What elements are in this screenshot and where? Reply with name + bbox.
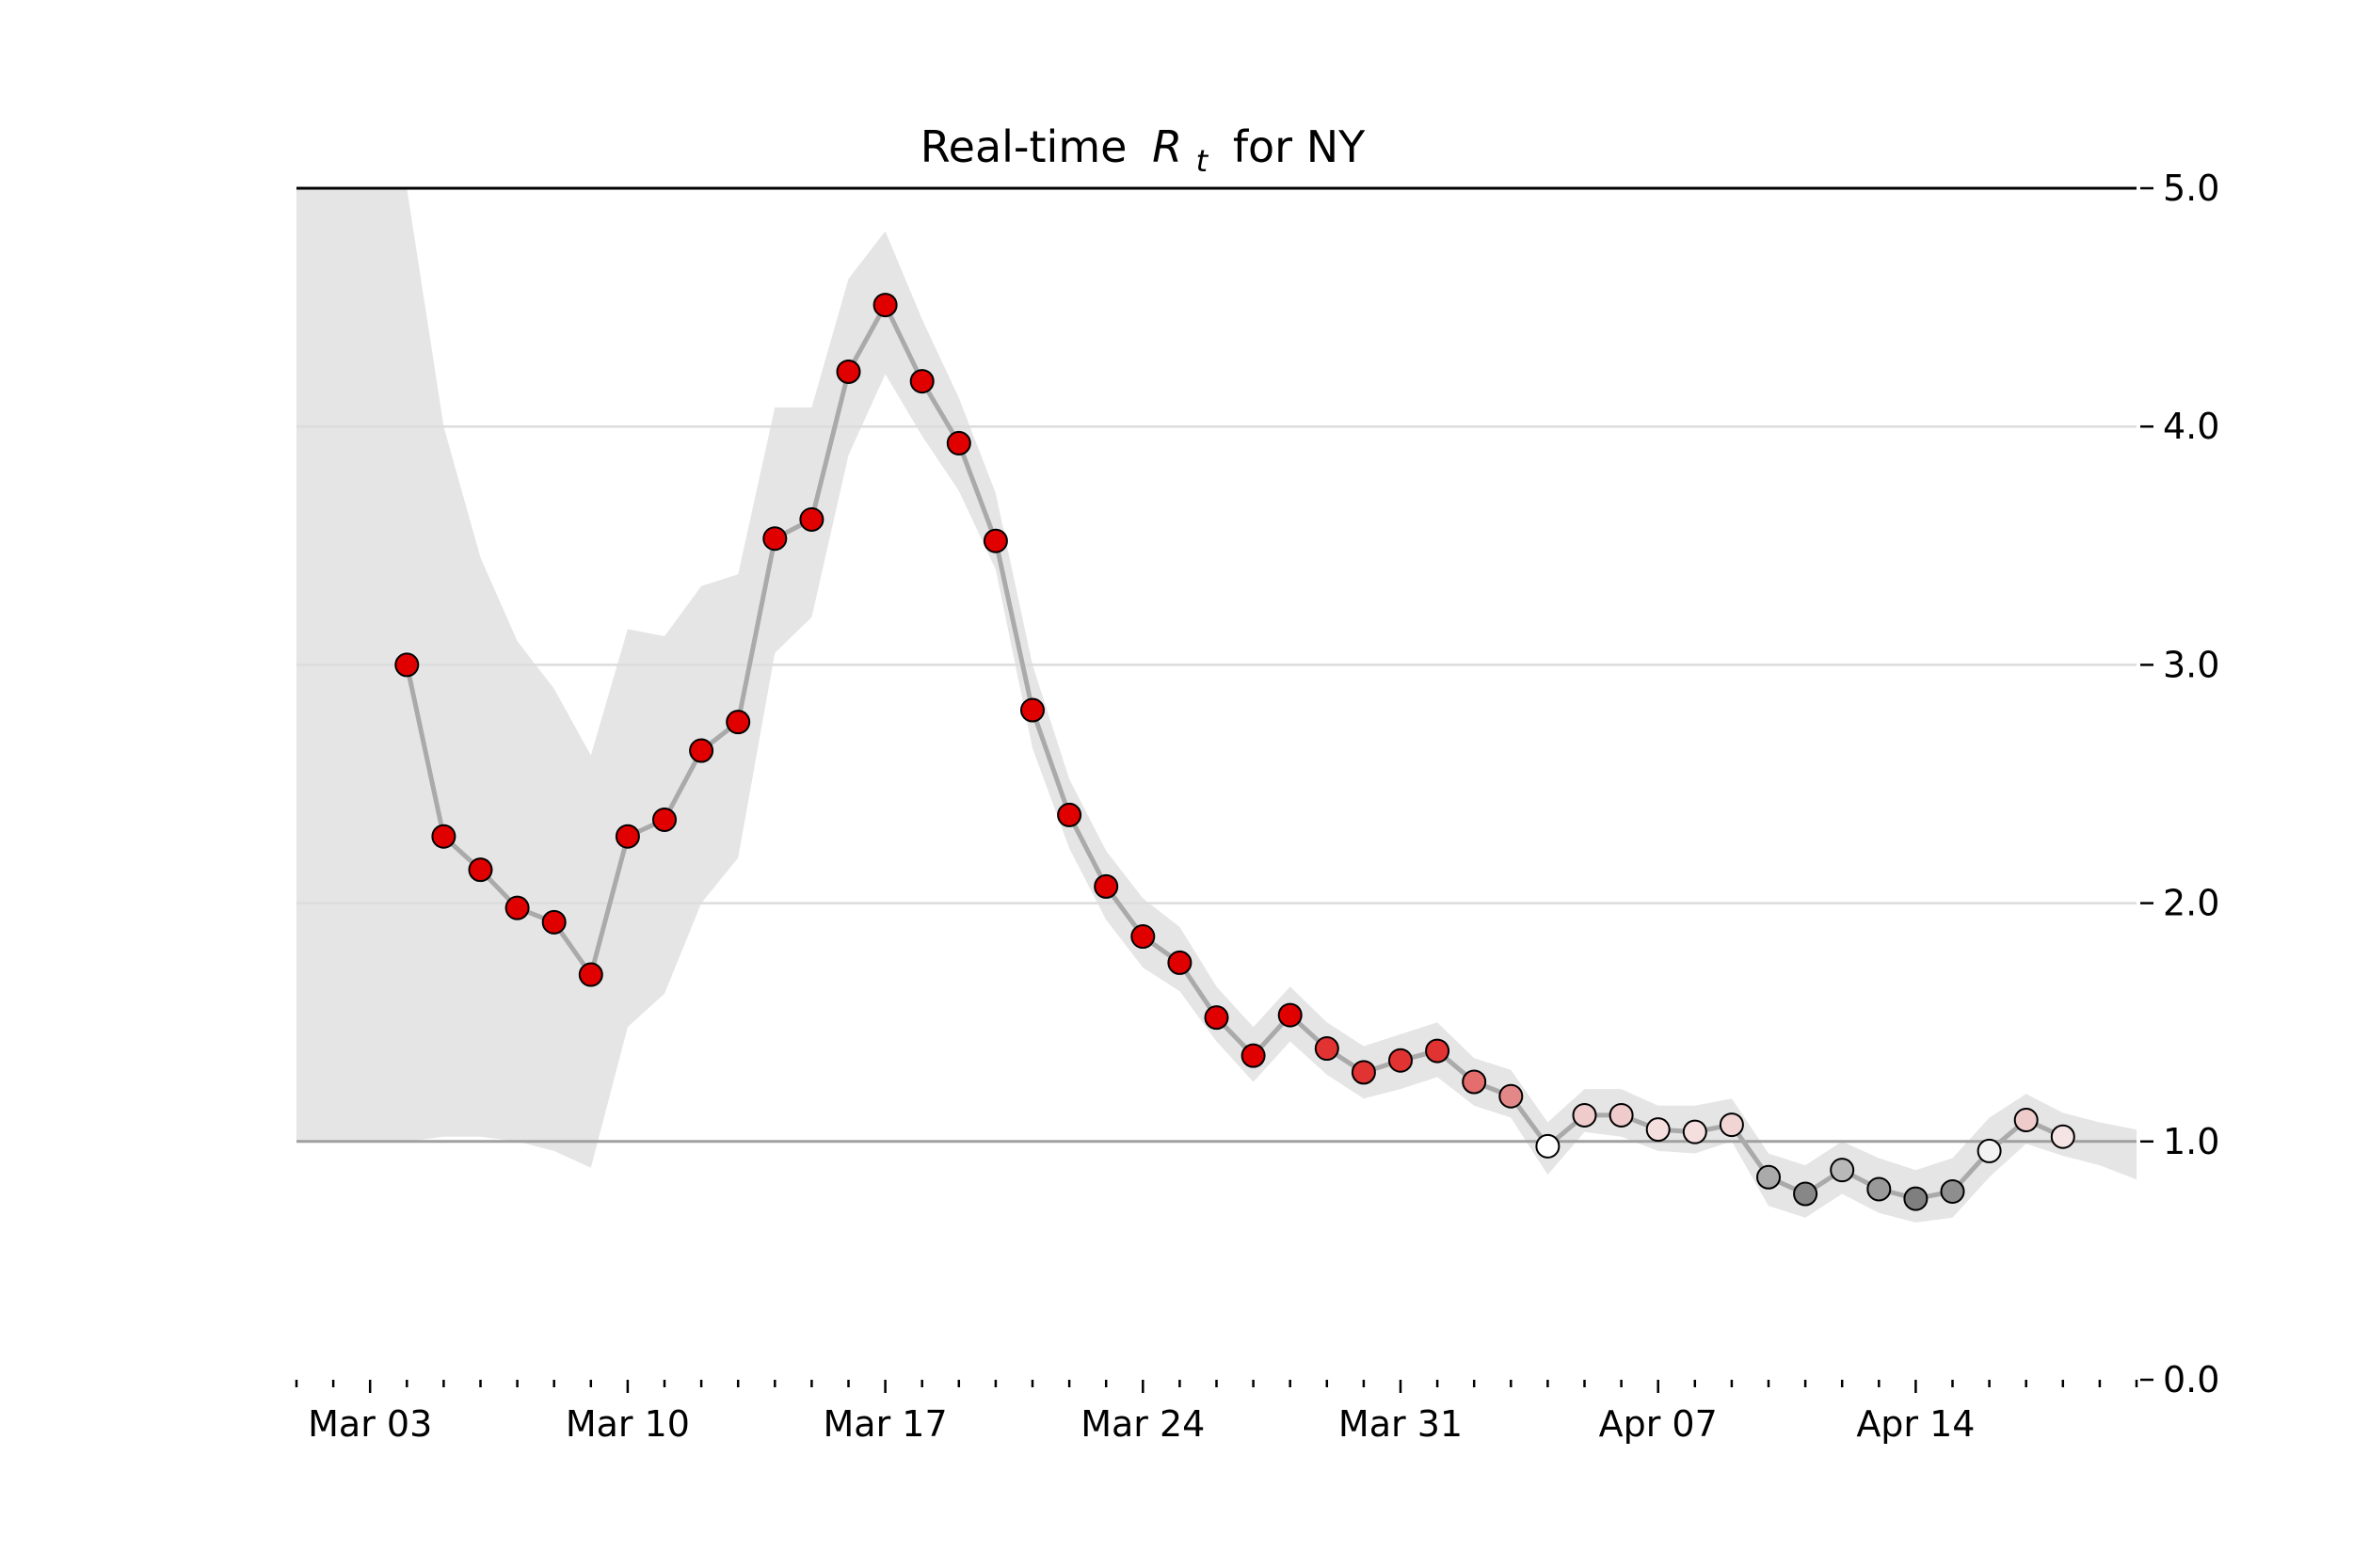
data-point [1609, 1102, 1634, 1128]
data-point [652, 807, 677, 832]
y-tick-label: 5.0 [2163, 168, 2219, 209]
data-point [1535, 1133, 1561, 1159]
data-point [1977, 1138, 2002, 1163]
data-point [578, 962, 603, 987]
grid-layer [296, 186, 2137, 1144]
data-point [1094, 873, 1119, 899]
data-point-layer [394, 293, 2075, 1211]
data-point [1756, 1164, 1781, 1190]
data-point [1645, 1117, 1671, 1143]
data-point [726, 710, 751, 735]
data-point [468, 857, 493, 883]
title-symbol: R [1152, 121, 1182, 172]
confidence-band-layer [296, 188, 2137, 1223]
y-axis: 0.0 1.0 2.0 3.0 4.0 5.0 [2140, 168, 2219, 1400]
x-tick-label: Mar 10 [566, 1403, 690, 1445]
x-tick-label: Mar 24 [1080, 1403, 1205, 1445]
data-point [1793, 1181, 1818, 1207]
data-point [983, 528, 1008, 553]
title-subscript: t [1196, 143, 1209, 179]
data-point [1130, 924, 1156, 950]
data-point [1682, 1119, 1707, 1144]
data-point [1057, 802, 1082, 827]
y-tick-label: 2.0 [2163, 883, 2219, 924]
chart-title: Real-time R t for NY [920, 121, 1366, 182]
data-point [504, 895, 530, 920]
title-prefix: Real-time [920, 121, 1128, 172]
data-point [2013, 1108, 2039, 1133]
x-tick-label: Apr 14 [1856, 1403, 1975, 1445]
data-point [541, 909, 567, 935]
y-tick-label: 3.0 [2163, 644, 2219, 685]
data-point [1241, 1043, 1266, 1068]
x-tick-label: Mar 17 [824, 1403, 948, 1445]
data-point [394, 652, 420, 678]
x-tick-label: Mar 31 [1338, 1403, 1463, 1445]
data-point [946, 430, 971, 456]
data-point [1498, 1083, 1524, 1109]
data-point [1425, 1038, 1450, 1064]
y-tick-label: 0.0 [2163, 1359, 2219, 1400]
series-line-layer [404, 302, 2064, 1202]
y-tick-label: 1.0 [2163, 1121, 2219, 1162]
data-point [1462, 1069, 1487, 1095]
data-point [799, 506, 824, 532]
data-point [1719, 1112, 1744, 1138]
x-axis: Mar 03 Mar 10 Mar 17 Mar 24 Mar 31 Apr 07 Apr … [295, 1380, 2138, 1445]
data-point [1830, 1158, 1855, 1183]
data-point [1903, 1186, 1929, 1211]
data-point [872, 293, 898, 318]
data-point [1314, 1036, 1339, 1062]
data-point [1020, 697, 1045, 723]
data-point [762, 526, 788, 552]
data-point [1167, 950, 1193, 975]
data-point [615, 824, 640, 849]
data-point [1204, 1005, 1229, 1031]
series-line [404, 302, 2064, 1202]
data-point [1940, 1178, 1965, 1204]
x-tick-label: Apr 07 [1599, 1403, 1718, 1445]
title-suffix: for NY [1233, 121, 1366, 172]
data-point [836, 359, 861, 384]
data-point [431, 824, 456, 849]
confidence-band [296, 188, 2137, 1223]
data-point [909, 369, 935, 394]
x-tick-label: Mar 03 [308, 1403, 432, 1445]
data-point [689, 738, 714, 763]
data-point [1351, 1060, 1376, 1085]
data-point [1572, 1102, 1597, 1128]
data-point [2050, 1124, 2075, 1149]
data-point [1277, 1002, 1303, 1028]
y-tick-label: 4.0 [2163, 406, 2219, 447]
data-point [1866, 1176, 1892, 1202]
data-point [1388, 1048, 1413, 1073]
